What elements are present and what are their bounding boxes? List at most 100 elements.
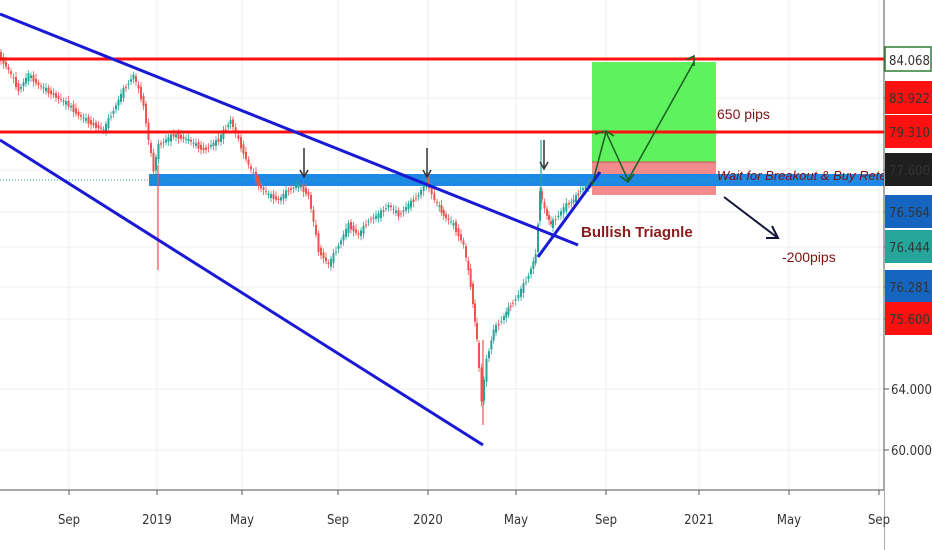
candle-body bbox=[337, 245, 340, 249]
candle-body bbox=[272, 193, 275, 200]
candle-body bbox=[150, 143, 152, 153]
candle-body bbox=[275, 196, 277, 200]
candle-body bbox=[509, 305, 512, 307]
candle-body bbox=[224, 129, 227, 131]
candle-body bbox=[390, 205, 392, 208]
candle-body bbox=[80, 115, 82, 117]
candle-body bbox=[525, 281, 527, 283]
candle-body bbox=[15, 77, 17, 87]
candle-body bbox=[514, 299, 517, 301]
candle-body bbox=[145, 103, 147, 124]
candle-body bbox=[290, 188, 292, 190]
candle-body bbox=[137, 84, 140, 89]
candle-body bbox=[277, 198, 280, 200]
candle-body bbox=[205, 147, 207, 150]
candle-body bbox=[217, 138, 220, 142]
candle-body bbox=[552, 219, 554, 228]
candle-body bbox=[107, 118, 110, 128]
candle-body bbox=[335, 251, 337, 253]
candle-body bbox=[27, 73, 30, 82]
candle-body bbox=[332, 253, 335, 263]
candle-body bbox=[247, 159, 250, 165]
candle-body bbox=[342, 234, 345, 241]
time-tick-label: May bbox=[504, 513, 528, 528]
candle-body bbox=[160, 143, 162, 145]
candle-body bbox=[40, 85, 42, 87]
candle-body bbox=[584, 185, 587, 190]
candle-body bbox=[577, 193, 580, 196]
price-tag-label: 77.600 bbox=[889, 164, 930, 179]
candle-body bbox=[357, 233, 360, 235]
candle-body bbox=[45, 88, 47, 92]
candle-body bbox=[517, 295, 520, 299]
candle-body bbox=[330, 258, 332, 267]
candle-body bbox=[17, 83, 20, 92]
candle-body bbox=[237, 135, 240, 139]
candle-body bbox=[62, 100, 65, 102]
candle-body bbox=[200, 144, 202, 150]
candle-body bbox=[260, 183, 262, 189]
candle-body bbox=[541, 191, 543, 200]
candle-body bbox=[0, 52, 2, 61]
candle-body bbox=[105, 123, 107, 132]
target-label: 650 pips bbox=[717, 106, 770, 122]
candle-body bbox=[554, 219, 557, 221]
candle-body bbox=[285, 190, 287, 198]
candle-body bbox=[140, 87, 142, 100]
candle-body bbox=[505, 311, 508, 318]
candle-body bbox=[392, 208, 395, 210]
retest-arrowhead bbox=[594, 130, 615, 137]
candle-body bbox=[120, 93, 122, 102]
candle-body bbox=[539, 191, 541, 221]
candle-body bbox=[302, 184, 305, 192]
lines-layer bbox=[0, 12, 884, 447]
candle-body bbox=[47, 87, 50, 94]
candle-body bbox=[182, 136, 185, 139]
candle-body bbox=[340, 240, 342, 245]
candle-body bbox=[465, 246, 467, 258]
candle-body bbox=[474, 303, 476, 322]
zones-layer bbox=[0, 62, 884, 195]
candle-body bbox=[227, 124, 230, 127]
candle-body bbox=[240, 137, 242, 149]
candle-body bbox=[476, 322, 478, 340]
candle-body bbox=[282, 193, 285, 200]
candle-body bbox=[177, 132, 180, 139]
candle-body bbox=[60, 98, 62, 100]
candle-body bbox=[375, 215, 377, 219]
price-tick-label: 60.000 bbox=[891, 444, 932, 459]
candle-body bbox=[436, 201, 438, 203]
candle-body bbox=[385, 208, 387, 210]
candle-body bbox=[430, 185, 433, 195]
candle-body bbox=[222, 130, 225, 139]
candle-body bbox=[412, 199, 415, 202]
candle-body bbox=[97, 125, 100, 129]
candle-body bbox=[162, 142, 165, 144]
candle-body bbox=[245, 151, 247, 160]
candle-body bbox=[480, 367, 483, 402]
candle-body bbox=[327, 262, 330, 265]
candle-body bbox=[7, 66, 10, 70]
time-axis[interactable]: Sep 2019 May Sep 2020 May Sep 2021 May Sep bbox=[0, 489, 890, 550]
candle-body bbox=[440, 205, 443, 213]
candle-body bbox=[397, 210, 400, 217]
candle-body bbox=[307, 191, 310, 196]
candle-body bbox=[5, 61, 7, 67]
price-tag-label: 84.068 bbox=[889, 54, 930, 69]
candle-body bbox=[165, 139, 167, 143]
time-tick-label: 2019 bbox=[142, 513, 172, 528]
candle-body bbox=[490, 340, 493, 350]
candle-body bbox=[232, 119, 234, 128]
candle-body bbox=[242, 144, 245, 154]
candle-body bbox=[35, 78, 37, 84]
candle-body bbox=[32, 75, 35, 82]
candle-body bbox=[87, 117, 90, 124]
candle-body bbox=[537, 224, 539, 252]
candle-body bbox=[92, 122, 95, 126]
price-axis[interactable]: 60.000 64.000 75.600 76.281 76.444 76.564 77.6… bbox=[883, 0, 932, 550]
candle-body bbox=[472, 283, 474, 305]
time-tick-label: May bbox=[230, 513, 254, 528]
candle-body bbox=[512, 302, 514, 304]
candle-body bbox=[50, 90, 52, 95]
